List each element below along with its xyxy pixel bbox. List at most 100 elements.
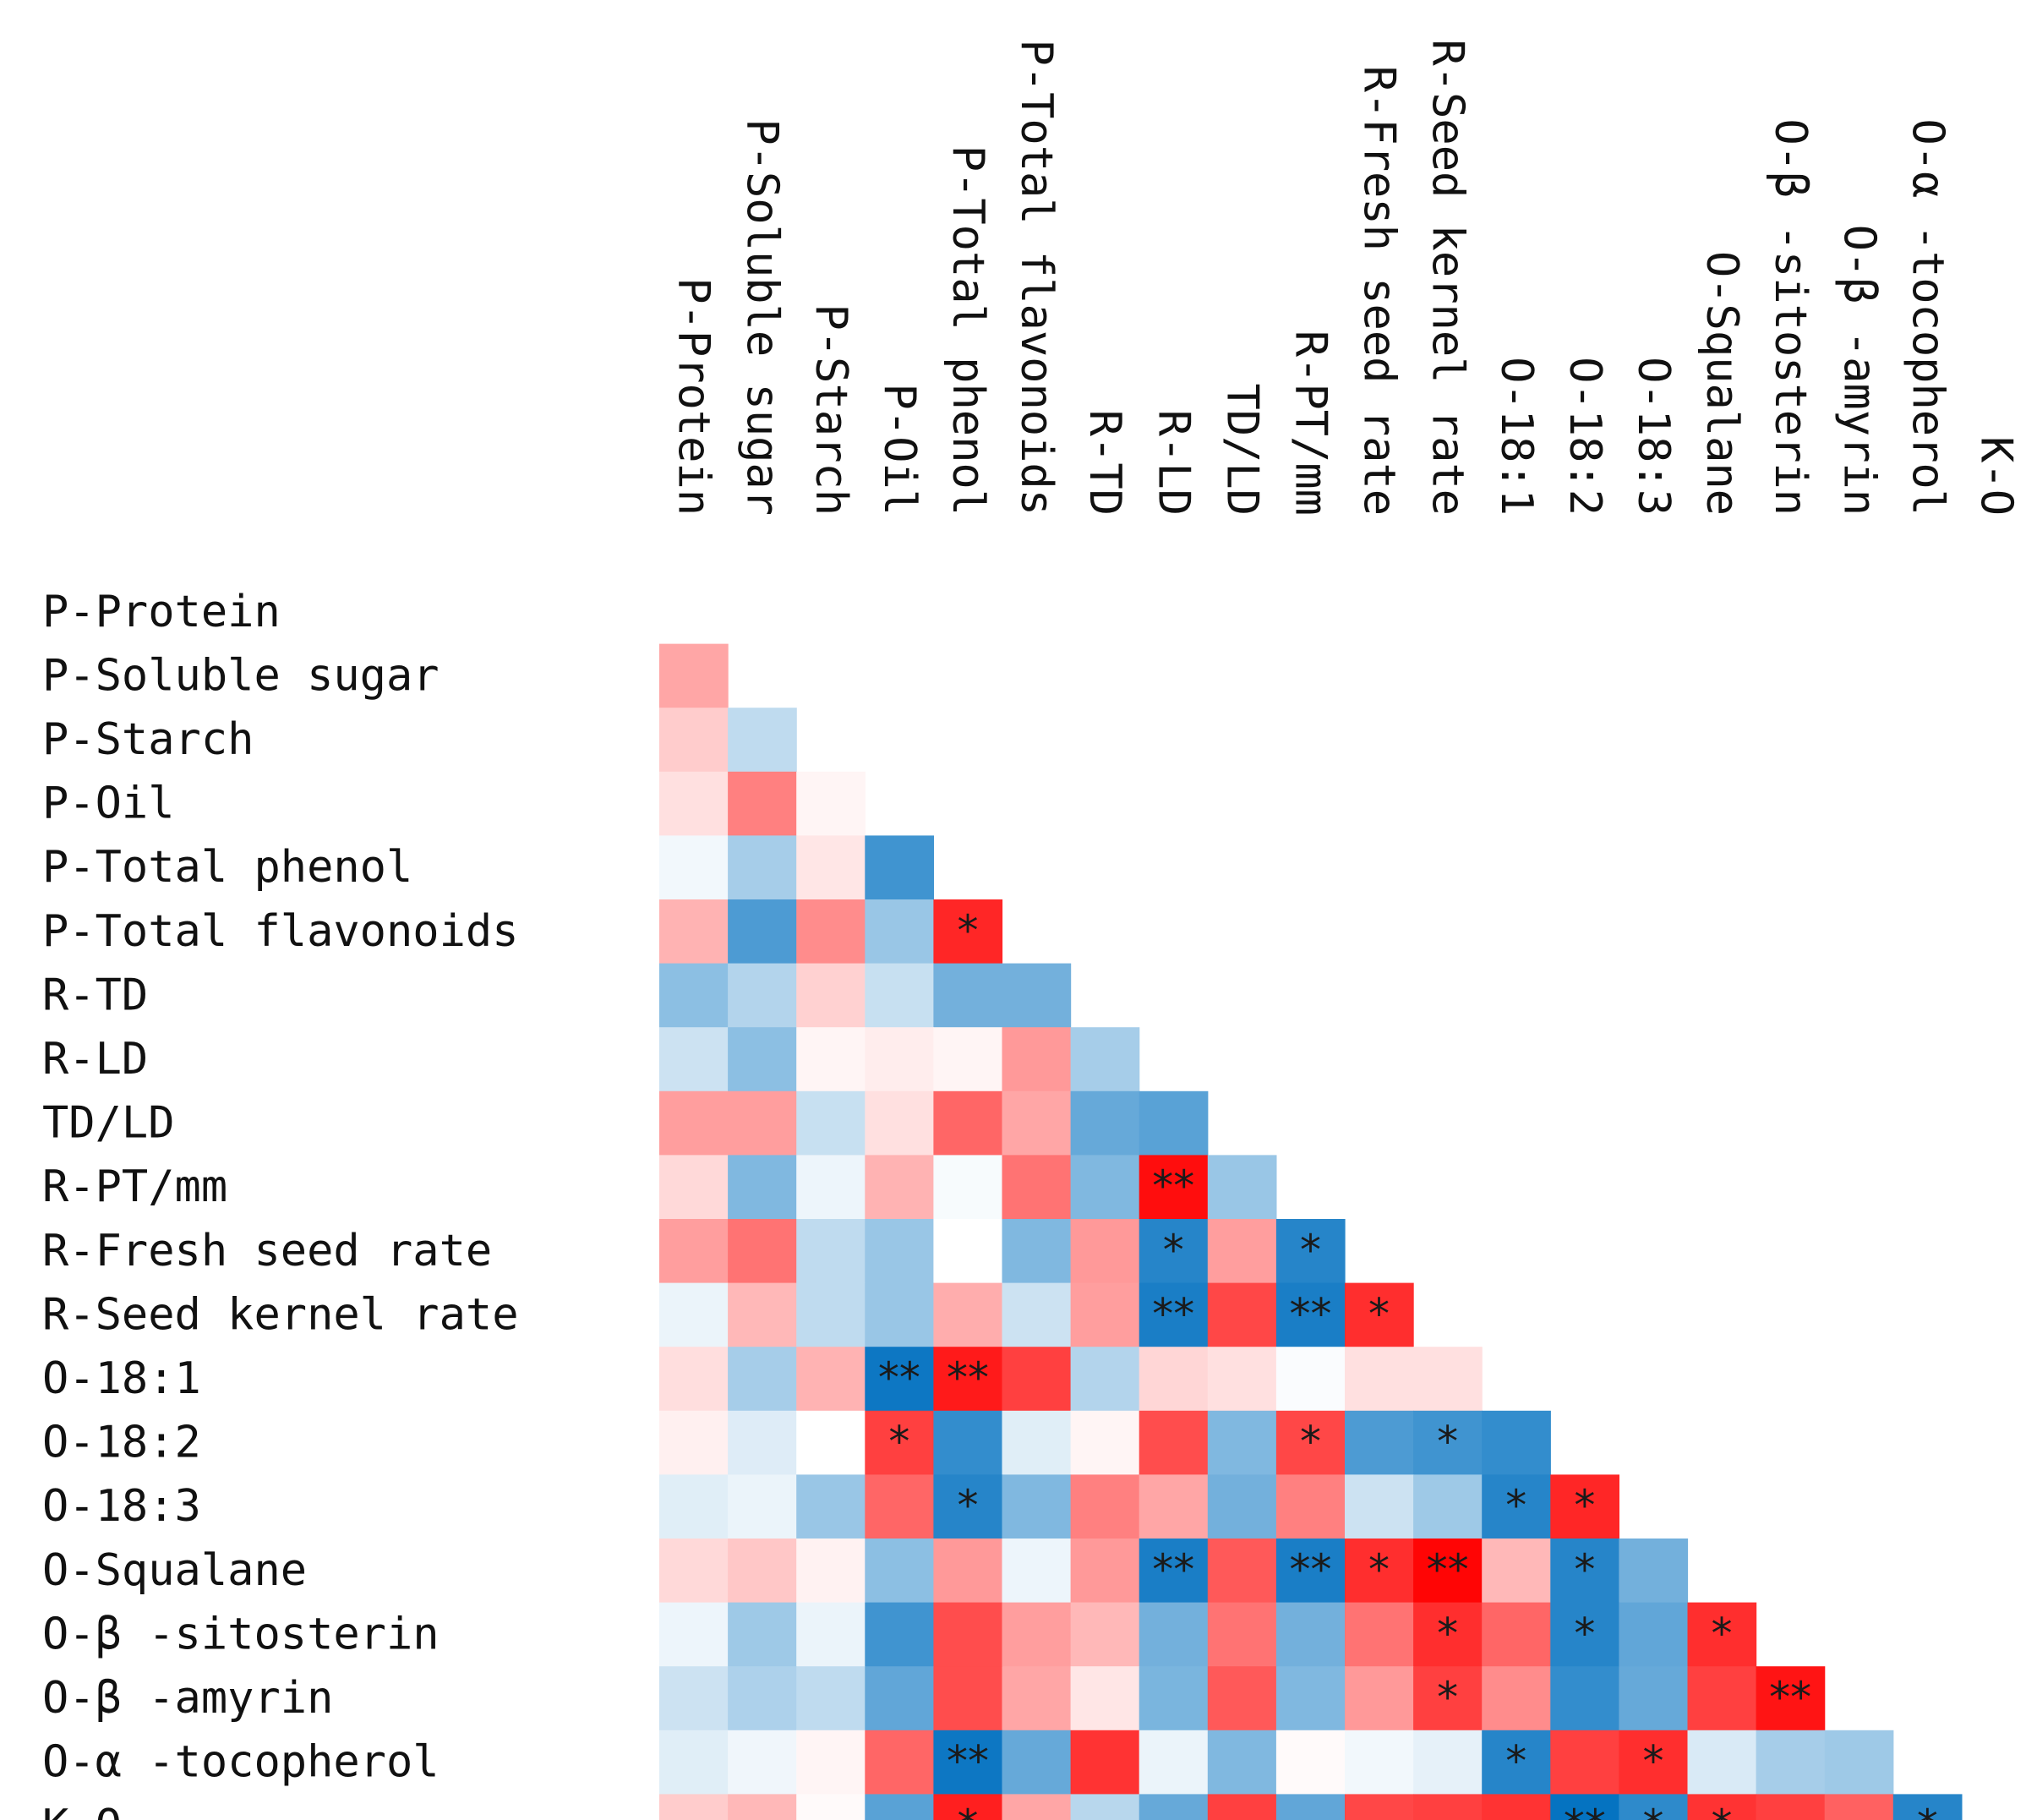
cell-o-18-2-x-r-ld <box>1139 1410 1209 1475</box>
cell-o-18-3-x-r-td <box>1070 1474 1140 1539</box>
sig-o-18-1-x-p-oil: ** <box>878 1353 920 1402</box>
cell-o-squalane-x-r-seed-kernel-rate <box>1413 1539 1483 1604</box>
column-label-r-td: R-TD <box>1079 410 1130 516</box>
cell-o-squalane-x-p-starch <box>796 1539 866 1604</box>
cell-r-fresh-seed-rate-x-p-total-phenol <box>933 1219 1003 1284</box>
cell-o-squalane-x-o-18-1 <box>1482 1539 1551 1604</box>
cell-p-total-phenol-x-p-protein <box>659 835 729 900</box>
cell-r-seed-kernel-rate-x-p-starch <box>796 1282 866 1347</box>
cell-o-beta-amyrin-x-p-total-phenol <box>933 1666 1003 1731</box>
cell-p-total-flavonoids-x-p-total-phenol <box>933 899 1003 965</box>
sig-o-alpha-tocopherol-x-p-total-phenol: ** <box>947 1737 989 1786</box>
sig-k-o-x-o-18-3: * <box>1642 1801 1663 1820</box>
cell-o-alpha-tocopherol-x-td-ld <box>1207 1730 1277 1795</box>
sig-k-o-x-o-squalane: * <box>1712 1801 1733 1820</box>
row-label-p-total-flavonoids: P-Total flavonoids <box>42 906 519 957</box>
cell-o-alpha-tocopherol-x-p-total-flavonoids <box>1002 1730 1072 1795</box>
sig-o-alpha-tocopherol-x-o-18-1: * <box>1505 1737 1526 1786</box>
cell-o-18-3-x-o-18-2 <box>1550 1474 1619 1539</box>
cell-k-o-x-r-pt-mm <box>1275 1794 1346 1820</box>
cell-o-squalane-x-r-fresh-seed-rate <box>1345 1539 1414 1604</box>
cell-r-seed-kernel-rate-x-r-td <box>1070 1282 1140 1347</box>
cell-o-18-2-x-p-protein <box>659 1410 729 1475</box>
cell-r-fresh-seed-rate-x-r-ld <box>1139 1219 1209 1284</box>
cell-p-total-phenol-x-p-soluble-sugar <box>728 835 797 900</box>
cell-o-18-2-x-p-total-phenol <box>933 1410 1003 1475</box>
cell-td-ld-x-p-protein <box>659 1090 729 1156</box>
column-label-p-oil: P-Oil <box>874 383 925 516</box>
cell-o-18-3-x-p-starch <box>796 1474 866 1539</box>
cell-o-18-1-x-p-total-flavonoids <box>1002 1347 1072 1412</box>
column-label-o-beta-sitosterin: O-β -sitosterin <box>1765 118 1816 516</box>
cell-r-pt-mm-x-p-oil <box>865 1155 934 1220</box>
cell-o-beta-amyrin-x-p-protein <box>659 1666 729 1731</box>
significance-markers: ****************************************… <box>878 906 1938 1820</box>
row-label-p-total-phenol: P-Total phenol <box>42 842 412 893</box>
cell-o-beta-sitosterin-x-r-seed-kernel-rate <box>1413 1602 1483 1667</box>
sig-k-o-x-p-total-phenol: * <box>957 1801 978 1820</box>
cell-p-oil-x-p-soluble-sugar <box>728 771 797 836</box>
cell-r-seed-kernel-rate-x-r-pt-mm <box>1275 1282 1346 1347</box>
cell-o-18-1-x-r-pt-mm <box>1275 1347 1346 1412</box>
cell-p-total-phenol-x-p-starch <box>796 835 866 900</box>
column-labels: P-Protein P-Soluble sugar P-Starch P-Oil P-T… <box>669 39 2022 516</box>
cell-r-td-x-p-total-phenol <box>933 963 1003 1028</box>
sig-o-beta-amyrin-x-r-seed-kernel-rate: * <box>1437 1673 1458 1722</box>
cell-o-alpha-tocopherol-x-o-18-3 <box>1619 1730 1689 1795</box>
cell-o-18-1-x-r-ld <box>1139 1347 1209 1412</box>
row-label-o-beta-sitosterin: O-β -sitosterin <box>42 1609 440 1659</box>
cell-o-alpha-tocopherol-x-r-pt-mm <box>1275 1730 1346 1795</box>
cell-k-o-x-p-protein <box>659 1794 729 1820</box>
sig-o-18-3-x-o-18-2: * <box>1574 1481 1595 1530</box>
cell-o-squalane-x-p-soluble-sugar <box>728 1539 797 1604</box>
cell-o-beta-sitosterin-x-p-soluble-sugar <box>728 1602 797 1667</box>
cell-p-starch-x-p-protein <box>659 708 729 773</box>
sig-r-fresh-seed-rate-x-r-pt-mm: * <box>1300 1226 1321 1275</box>
cell-o-beta-amyrin-x-p-soluble-sugar <box>728 1666 797 1731</box>
cell-r-seed-kernel-rate-x-r-fresh-seed-rate <box>1345 1282 1414 1347</box>
cell-r-td-x-p-protein <box>659 963 729 1028</box>
cell-r-seed-kernel-rate-x-p-protein <box>659 1282 729 1347</box>
cell-o-18-1-x-r-seed-kernel-rate <box>1413 1347 1483 1412</box>
cell-o-squalane-x-o-18-2 <box>1550 1539 1619 1604</box>
sig-o-18-3-x-o-18-1: * <box>1505 1481 1526 1530</box>
cell-p-oil-x-p-starch <box>796 771 866 836</box>
cell-r-ld-x-p-starch <box>796 1027 866 1092</box>
cell-p-oil-x-p-protein <box>659 771 729 836</box>
cell-r-pt-mm-x-p-starch <box>796 1155 866 1220</box>
cell-o-18-2-x-o-18-1 <box>1482 1410 1551 1475</box>
cell-o-18-1-x-p-starch <box>796 1347 866 1412</box>
column-label-o-alpha-tocopherol: O-α -tocopherol <box>1902 118 1952 516</box>
column-label-r-ld: R-LD <box>1148 410 1199 516</box>
row-label-r-ld: R-LD <box>42 1034 148 1085</box>
row-label-td-ld: TD/LD <box>42 1098 175 1149</box>
cell-o-beta-amyrin-x-r-seed-kernel-rate <box>1413 1666 1483 1731</box>
cell-o-beta-sitosterin-x-o-18-2 <box>1550 1602 1619 1667</box>
cell-r-ld-x-p-protein <box>659 1027 729 1092</box>
cell-td-ld-x-r-td <box>1070 1090 1140 1156</box>
cell-o-alpha-tocopherol-x-r-fresh-seed-rate <box>1345 1730 1414 1795</box>
cell-o-18-1-x-r-fresh-seed-rate <box>1345 1347 1414 1412</box>
cell-o-alpha-tocopherol-x-p-starch <box>796 1730 866 1795</box>
cell-td-ld-x-p-starch <box>796 1090 866 1156</box>
cell-o-18-3-x-r-seed-kernel-rate <box>1413 1474 1483 1539</box>
row-label-p-protein: P-Protein <box>42 587 281 637</box>
cell-o-alpha-tocopherol-x-o-beta-amyrin <box>1824 1730 1894 1795</box>
cell-o-beta-amyrin-x-td-ld <box>1207 1666 1277 1731</box>
sig-o-18-2-x-p-oil: * <box>888 1418 909 1467</box>
cell-p-total-flavonoids-x-p-oil <box>865 899 934 965</box>
row-label-p-oil: P-Oil <box>42 779 175 829</box>
cell-o-beta-sitosterin-x-p-oil <box>865 1602 934 1667</box>
cell-o-beta-amyrin-x-o-squalane <box>1687 1666 1757 1731</box>
cell-r-td-x-p-soluble-sugar <box>728 963 797 1028</box>
row-label-k-o: K-O <box>42 1801 122 1820</box>
cell-r-seed-kernel-rate-x-td-ld <box>1207 1282 1277 1347</box>
cell-o-18-3-x-r-pt-mm <box>1275 1474 1346 1539</box>
cell-o-beta-sitosterin-x-o-squalane <box>1687 1602 1757 1667</box>
cell-o-squalane-x-p-total-flavonoids <box>1002 1539 1072 1604</box>
cell-o-beta-sitosterin-x-p-total-phenol <box>933 1602 1003 1667</box>
cell-o-squalane-x-p-total-phenol <box>933 1539 1003 1604</box>
sig-o-beta-sitosterin-x-o-squalane: * <box>1712 1609 1733 1658</box>
cell-r-ld-x-p-total-flavonoids <box>1002 1027 1072 1092</box>
cell-r-td-x-p-oil <box>865 963 934 1028</box>
